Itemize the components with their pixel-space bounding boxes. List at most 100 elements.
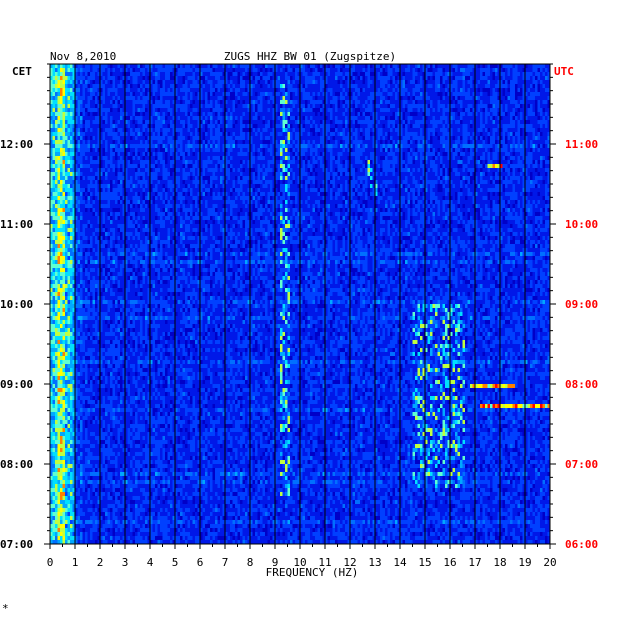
heat-cell [472, 180, 475, 184]
heat-cell [135, 216, 138, 220]
heat-cell [227, 176, 230, 180]
heat-cell [192, 216, 200, 220]
heat-cell [325, 152, 330, 156]
heat-cell [470, 84, 473, 88]
heat-cell [287, 148, 290, 152]
heat-cell [332, 212, 335, 216]
heat-cell [510, 204, 513, 208]
heat-cell [355, 104, 358, 108]
heat-cell [182, 128, 188, 132]
heat-cell [155, 120, 163, 124]
heat-cell [317, 124, 320, 128]
heat-cell [340, 132, 343, 136]
heat-cell [340, 172, 343, 176]
heat-cell [145, 164, 148, 168]
heat-cell [115, 216, 118, 220]
heat-cell [325, 208, 328, 212]
heat-cell [485, 140, 488, 144]
heat-cell [327, 164, 330, 168]
heat-cell [245, 200, 248, 204]
heat-cell [360, 156, 365, 160]
heat-cell [137, 124, 143, 128]
heat-cell [290, 112, 315, 116]
heat-cell [85, 88, 88, 92]
heat-cell [412, 116, 423, 120]
heat-cell [410, 120, 415, 124]
heat-cell [235, 96, 238, 100]
heat-cell [52, 232, 58, 236]
heat-cell [425, 188, 428, 192]
heat-cell [530, 104, 533, 108]
heat-cell [540, 164, 543, 168]
heat-cell [542, 236, 545, 240]
heat-cell [372, 168, 380, 172]
heat-cell [487, 228, 490, 232]
heat-cell [527, 88, 530, 92]
heat-cell [60, 176, 65, 180]
heat-cell [175, 124, 183, 128]
heat-cell [392, 204, 395, 208]
heat-cell [427, 132, 430, 136]
heat-cell [415, 96, 423, 100]
heat-cell [440, 236, 443, 240]
heat-cell [415, 64, 418, 68]
heat-cell [310, 156, 313, 160]
heat-cell [420, 80, 423, 84]
heat-cell [190, 244, 203, 248]
heat-cell [82, 140, 85, 144]
heat-cell [407, 120, 410, 124]
heat-cell [52, 164, 55, 168]
heat-cell [90, 240, 93, 244]
heat-cell [185, 212, 188, 216]
heat-cell [252, 92, 255, 96]
heat-cell [407, 204, 410, 208]
heat-cell [405, 184, 408, 188]
heat-cell [185, 160, 188, 164]
heat-cell [370, 188, 373, 192]
heat-cell [427, 204, 430, 208]
heat-cell [485, 124, 498, 128]
heat-cell [435, 156, 438, 160]
heat-cell [327, 168, 330, 172]
heat-cell [155, 152, 158, 156]
heat-cell [57, 156, 60, 160]
heat-cell [407, 216, 410, 220]
heat-cell [215, 84, 223, 88]
heat-cell [190, 132, 193, 136]
heat-cell [447, 228, 450, 232]
heat-cell [200, 172, 203, 176]
heat-cell [65, 156, 70, 160]
heat-cell [535, 84, 538, 88]
heat-cell [345, 108, 348, 112]
heat-cell [517, 200, 520, 204]
heat-cell [157, 232, 160, 236]
heat-cell [440, 152, 443, 156]
heat-cell [420, 88, 435, 92]
heat-cell [262, 168, 265, 172]
heat-cell [52, 92, 55, 96]
heat-cell [540, 68, 543, 72]
heat-cell [220, 168, 223, 172]
heat-cell [70, 172, 73, 176]
heat-cell [540, 100, 543, 104]
heat-cell [232, 216, 238, 220]
heat-cell [265, 92, 268, 96]
heat-cell [85, 140, 88, 144]
heat-cell [447, 72, 450, 76]
heat-cell [410, 212, 413, 216]
heat-cell [360, 236, 368, 240]
heat-cell [397, 228, 400, 232]
heat-cell [520, 208, 523, 212]
heat-cell [67, 148, 70, 152]
heat-cell [345, 232, 348, 236]
heat-cell [540, 200, 545, 204]
heat-cell [400, 244, 403, 248]
heat-cell [357, 72, 360, 76]
heat-cell [512, 108, 515, 112]
heat-cell [95, 240, 100, 244]
heat-cell [237, 216, 240, 220]
heat-cell [310, 124, 313, 128]
heat-cell [77, 140, 80, 144]
heat-cell [55, 204, 58, 208]
heat-cell [367, 96, 375, 100]
